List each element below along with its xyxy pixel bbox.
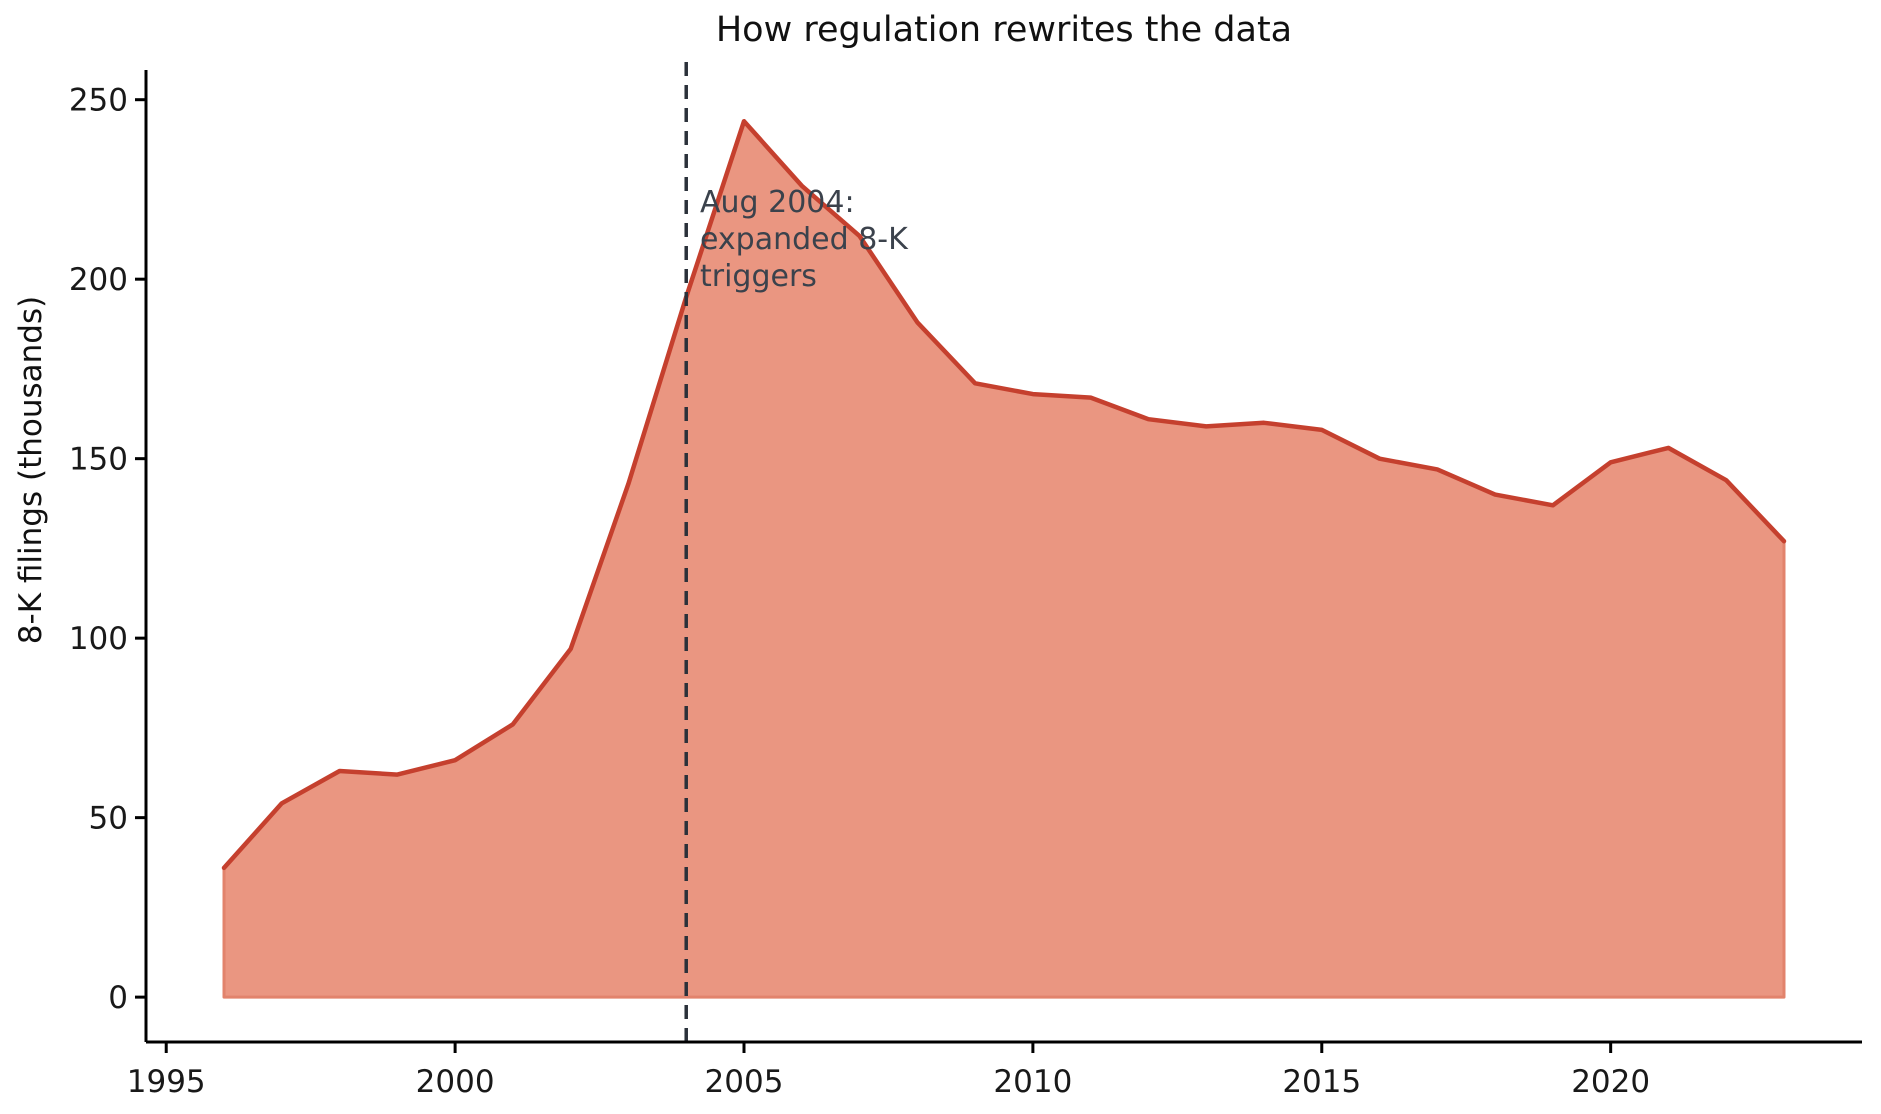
- y-tick-label: 250: [69, 83, 128, 119]
- chart-title: How regulation rewrites the data: [715, 10, 1293, 50]
- x-tick-label: 2020: [1571, 1064, 1650, 1100]
- x-tick-label: 1995: [127, 1064, 206, 1100]
- x-tick-label: 2015: [1282, 1064, 1361, 1100]
- x-tick-label: 2005: [705, 1064, 784, 1100]
- x-tick-label: 2000: [416, 1064, 495, 1100]
- x-tick-label: 2010: [993, 1064, 1072, 1100]
- area-fill: [222, 119, 1786, 999]
- y-tick-label: 100: [69, 621, 128, 657]
- annotation-text: Aug 2004: expanded 8-K triggers: [700, 185, 908, 294]
- y-tick-label: 150: [69, 442, 128, 478]
- data-line: [221, 118, 1787, 871]
- y-tick-label: 200: [69, 262, 128, 298]
- y-axis-label: 8-K filings (thousands): [13, 295, 49, 645]
- y-tick-label: 0: [108, 980, 128, 1016]
- y-tick-label: 50: [89, 801, 128, 837]
